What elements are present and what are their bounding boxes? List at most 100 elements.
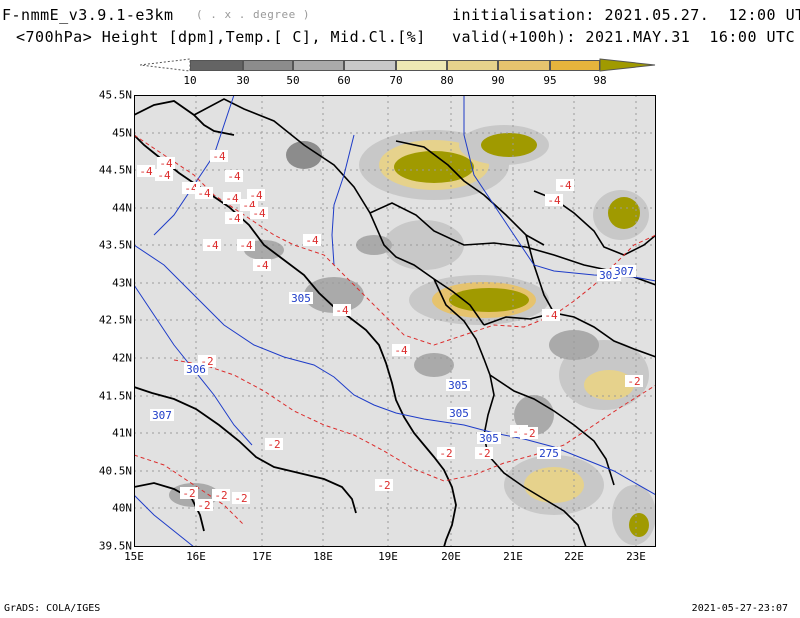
- cloud-patch: [584, 370, 634, 400]
- svg-text:-2: -2: [377, 479, 390, 492]
- model-title: F-nmmE_v3.9.1-e3km: [2, 6, 174, 24]
- lon-label: 16E: [186, 550, 206, 563]
- temp-contour-label: -2: [195, 499, 213, 512]
- svg-text:-4: -4: [335, 304, 349, 317]
- lon-label: 18E: [313, 550, 333, 563]
- lat-label: 45.5N: [98, 88, 132, 102]
- height-contour-label: 306: [184, 363, 208, 376]
- cloud-patch: [414, 353, 454, 377]
- temp-contour-label: -2: [265, 438, 283, 451]
- lat-label: 41.5N: [98, 389, 132, 403]
- svg-text:-4: -4: [227, 170, 241, 183]
- cloud-patch: [524, 467, 584, 503]
- temp-contour-label: -4: [210, 150, 228, 163]
- colorbar-segment: [498, 60, 550, 71]
- colorbar-tick-label: 90: [491, 74, 505, 87]
- map-canvas: -4 -4-4-4-4-4 -4 -4-4-4-4 -4-4-4 -4-4-4-4-4-4…: [133, 94, 657, 548]
- colorbar-segment: [243, 60, 293, 71]
- temp-contour-minus4: [133, 134, 657, 346]
- lat-label: 44N: [112, 201, 132, 215]
- temp-contour-minus2: [133, 359, 657, 526]
- units-note: ( . x . degree ): [196, 8, 310, 21]
- height-contour-307: [133, 494, 195, 548]
- colorbar-segment: [344, 60, 396, 71]
- country-borders: [193, 98, 657, 548]
- valid-time: valid(+100h): 2021.MAY.31 16:00 UTC: [452, 28, 796, 46]
- render-timestamp: 2021-05-27-23:07: [691, 603, 788, 614]
- colorbar-segment: [396, 60, 447, 71]
- forecast-map: -4 -4 -4 -4 -4 -4 -4 -4 -4 -4 -4 -4 -4 -4 -4 -4 -4 -4 -4 -4…: [133, 94, 657, 548]
- svg-text:-2: -2: [234, 492, 247, 505]
- height-contour-label: 305: [446, 379, 470, 392]
- svg-text:-2: -2: [522, 427, 535, 440]
- svg-text:-4: -4: [249, 189, 263, 202]
- svg-text:-4: -4: [239, 239, 253, 252]
- colorbar-tick-label: 80: [440, 74, 454, 87]
- svg-text:305: 305: [448, 379, 468, 392]
- initialisation-time: initialisation: 2021.05.27. 12:00 UTC: [452, 6, 800, 24]
- svg-text:-4: -4: [544, 309, 558, 322]
- temp-contour-label: -4: [303, 234, 321, 247]
- lat-label: 43.5N: [98, 238, 132, 252]
- temp-contour-label: -4: [545, 194, 563, 207]
- temp-contour-label: -4: [223, 192, 241, 205]
- svg-text:-4: -4: [547, 194, 561, 207]
- italy-coast: [133, 386, 357, 514]
- lon-label: 20E: [441, 550, 461, 563]
- svg-text:-4: -4: [225, 192, 239, 205]
- height-contour-label: 307: [150, 409, 174, 422]
- height-contour-label: 307: [612, 265, 636, 278]
- cloud-patch: [549, 330, 599, 360]
- coastline: [133, 134, 457, 548]
- temp-contour-label: -4: [203, 239, 221, 252]
- lat-label: 41N: [112, 426, 132, 440]
- svg-text:-4: -4: [305, 234, 319, 247]
- lat-label: 44.5N: [98, 163, 132, 177]
- fields-title: <700hPa> Height [dpm],Temp.[ C], Mid.Cl.…: [16, 28, 426, 46]
- svg-text:-4: -4: [394, 344, 408, 357]
- lat-label: 43N: [112, 276, 132, 290]
- temp-contour-label: -4: [237, 239, 255, 252]
- svg-text:275: 275: [539, 447, 559, 460]
- svg-text:-2: -2: [214, 489, 227, 502]
- cloud-patch: [394, 151, 474, 183]
- svg-text:305: 305: [291, 292, 311, 305]
- colorbar-tick-label: 50: [286, 74, 300, 87]
- temp-contour-label: -4: [225, 212, 243, 225]
- lat-label: 45N: [112, 126, 132, 140]
- height-contour-label: 275: [537, 447, 561, 460]
- svg-text:-4: -4: [205, 239, 219, 252]
- lat-label: 42N: [112, 351, 132, 365]
- temp-contour-label: -2: [437, 447, 455, 460]
- colorbar-segment: [293, 60, 344, 71]
- temp-contour-label: -4: [556, 179, 574, 192]
- temp-contour-label: -2: [212, 489, 230, 502]
- svg-text:-4: -4: [197, 187, 211, 200]
- lat-label: 40N: [112, 501, 132, 515]
- temp-contour-label: -4: [225, 170, 243, 183]
- temp-contour-label: -4: [137, 165, 155, 178]
- temp-contour-label: -4: [195, 187, 213, 200]
- colorbar-segment: [190, 60, 243, 71]
- temp-contour-label: -2: [180, 487, 198, 500]
- svg-text:-4: -4: [159, 157, 173, 170]
- cloud-colorbar: 10 30 50 60 70 80 90 95 98: [140, 58, 660, 88]
- svg-text:-4: -4: [255, 259, 269, 272]
- svg-text:-4: -4: [558, 179, 572, 192]
- temp-contour-label: -2: [375, 479, 393, 492]
- cloud-patch: [608, 197, 640, 229]
- svg-text:-4: -4: [227, 212, 241, 225]
- temp-contour-label: -4: [333, 304, 351, 317]
- temp-contour-label: -4: [155, 169, 173, 182]
- temp-contour-label: -4: [392, 344, 410, 357]
- lon-label: 21E: [503, 550, 523, 563]
- svg-text:-2: -2: [627, 375, 640, 388]
- lon-label: 19E: [378, 550, 398, 563]
- svg-text:-2: -2: [439, 447, 452, 460]
- colorbar-segment: [550, 60, 600, 71]
- height-contour-label: 305: [447, 407, 471, 420]
- temp-contour-label: -4: [157, 157, 175, 170]
- svg-text:-4: -4: [252, 207, 266, 220]
- colorbar-tick-label: 30: [236, 74, 250, 87]
